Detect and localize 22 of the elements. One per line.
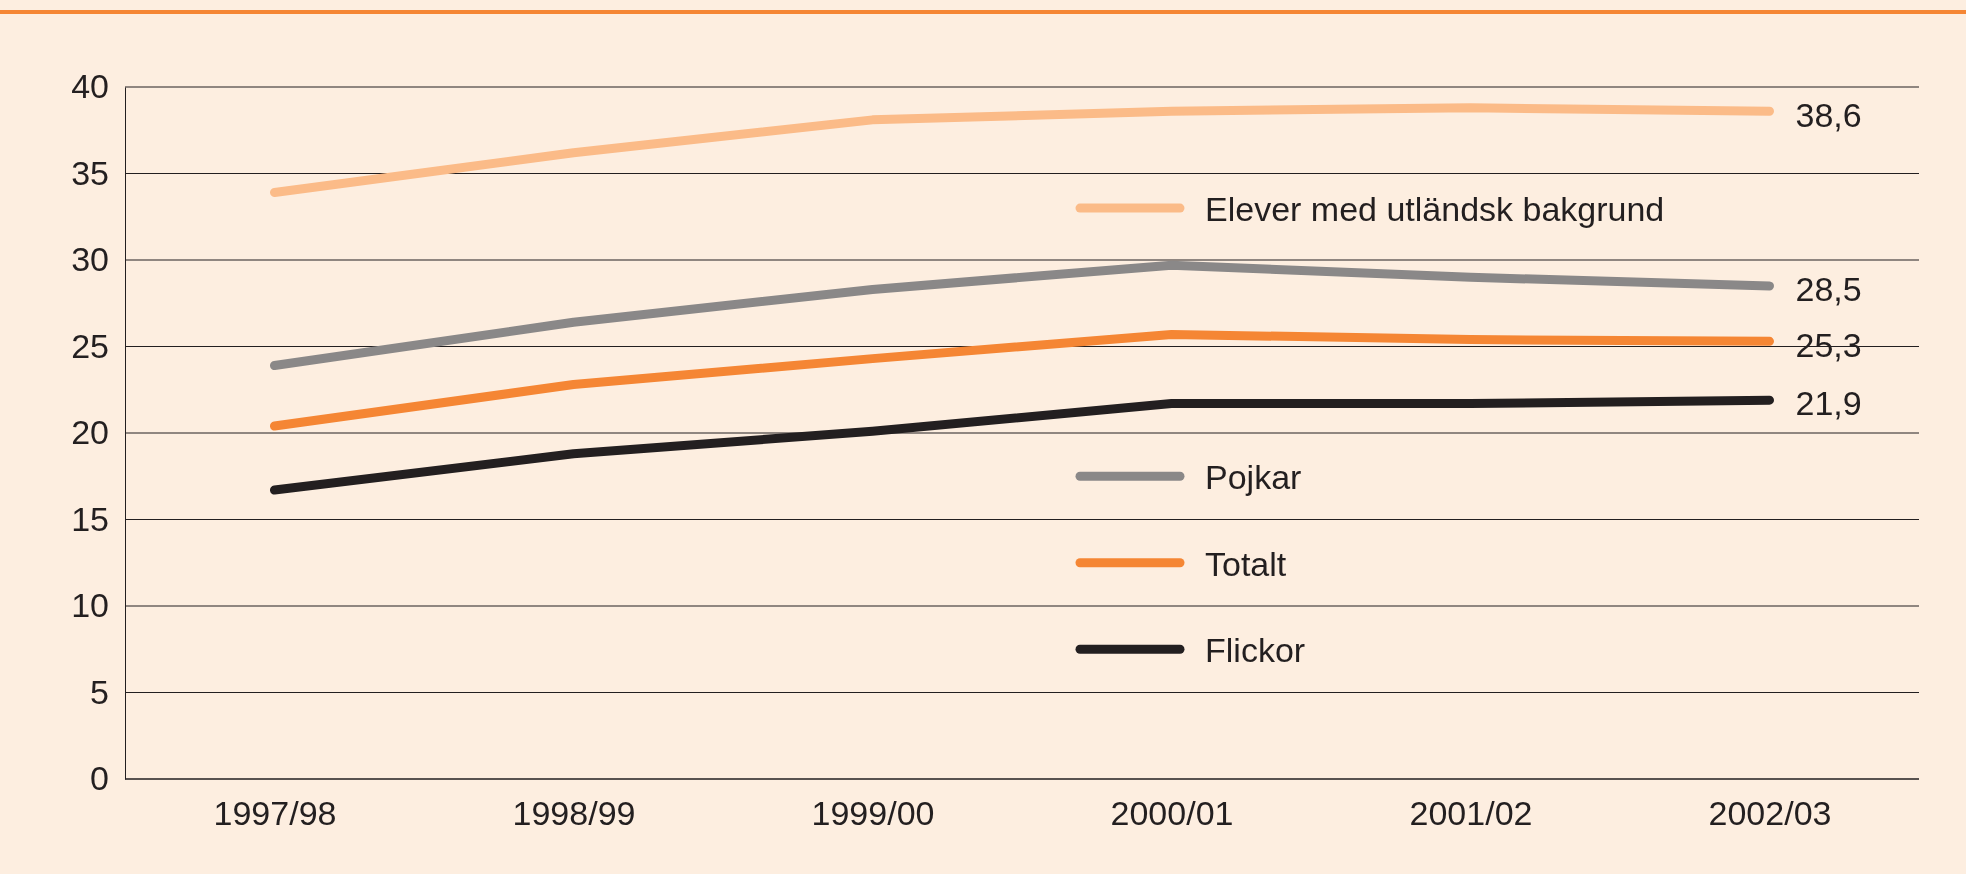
legend-label: Flickor: [1205, 631, 1306, 670]
y-tick-label: 15: [71, 499, 109, 538]
x-tick-label: 1997/98: [213, 794, 337, 833]
x-tick-label: 2002/03: [1708, 794, 1832, 833]
y-tick-label: 25: [71, 326, 109, 365]
data-label: 28,5: [1795, 270, 1862, 309]
data-label: 38,6: [1795, 95, 1862, 134]
y-tick-label: 10: [71, 586, 109, 625]
y-tick-label: 40: [71, 67, 109, 106]
y-tick-label: 35: [71, 153, 109, 192]
y-tick-label: 30: [71, 240, 109, 279]
x-tick-label: 2000/01: [1110, 794, 1234, 833]
data-label: 21,9: [1795, 384, 1862, 423]
x-tick-label: 2001/02: [1409, 794, 1533, 833]
y-tick-label: 5: [90, 672, 109, 711]
x-tick-label: 1999/00: [811, 794, 935, 833]
x-tick-label: 1998/99: [512, 794, 636, 833]
legend-label: Totalt: [1205, 544, 1287, 583]
legend-label: Pojkar: [1205, 458, 1302, 497]
y-tick-label: 0: [90, 759, 109, 798]
y-tick-label: 20: [71, 413, 109, 452]
legend-label: Elever med utländsk bakgrund: [1205, 190, 1665, 229]
